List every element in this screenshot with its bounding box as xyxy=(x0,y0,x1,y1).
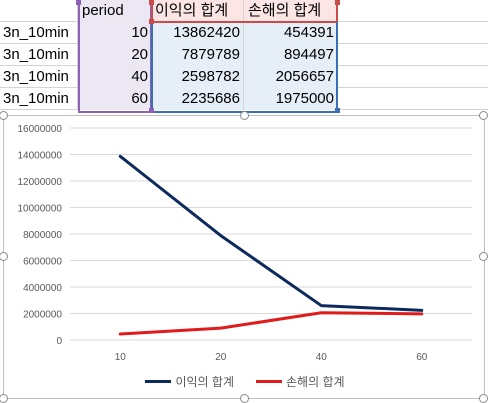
cell-loss[interactable]: 894497 xyxy=(244,44,338,66)
chart-plot-svg: 0 2000000 4000000 6000000 8000000 10000000 120… xyxy=(18,124,472,363)
cell-loss[interactable]: 1975000 xyxy=(244,88,338,110)
chart-legend[interactable]: 이익의 합계 손해의 합계 xyxy=(4,372,486,390)
header-cell-a[interactable] xyxy=(0,0,78,22)
cell-period[interactable]: 60 xyxy=(78,88,151,110)
range-resize-handle[interactable] xyxy=(335,108,340,113)
range-resize-handle[interactable] xyxy=(335,0,340,5)
table-row: 3n_10min 10 13862420 454391 xyxy=(0,22,488,44)
header-cell-period[interactable]: period xyxy=(78,0,151,22)
cell-label[interactable]: 3n_10min xyxy=(0,44,78,66)
y-tick-label: 4000000 xyxy=(23,283,62,294)
chart-resize-handle[interactable] xyxy=(0,111,8,120)
cell-loss[interactable]: 2056657 xyxy=(244,66,338,88)
legend-label-loss: 손해의 합계 xyxy=(286,374,345,389)
y-tick-label: 16000000 xyxy=(18,124,63,135)
spreadsheet-grid: period 이익의 합계 손해의 합계 3n_10min 10 1386242… xyxy=(0,0,488,115)
empty-cell[interactable] xyxy=(338,44,488,66)
x-tick-label: 40 xyxy=(316,352,328,363)
empty-cell[interactable] xyxy=(338,0,488,22)
y-tick-label: 14000000 xyxy=(18,151,63,162)
cell-profit[interactable]: 2235686 xyxy=(151,88,244,110)
cell-label[interactable]: 3n_10min xyxy=(0,66,78,88)
table-row: 3n_10min 60 2235686 1975000 xyxy=(0,88,488,110)
empty-cell[interactable] xyxy=(338,88,488,110)
cell-profit[interactable]: 2598782 xyxy=(151,66,244,88)
chart-resize-handle[interactable] xyxy=(240,111,249,120)
empty-cell[interactable] xyxy=(338,66,488,88)
cell-period[interactable]: 10 xyxy=(78,22,151,44)
range-resize-handle[interactable] xyxy=(149,19,154,24)
x-tick-label: 10 xyxy=(115,352,127,363)
cell-label[interactable]: 3n_10min xyxy=(0,88,78,110)
cell-loss[interactable]: 454391 xyxy=(244,22,338,44)
x-tick-label: 60 xyxy=(416,352,428,363)
y-tick-label: 8000000 xyxy=(23,230,62,241)
range-resize-handle[interactable] xyxy=(76,0,81,5)
header-cell-loss[interactable]: 손해의 합계 xyxy=(244,0,338,22)
range-resize-handle[interactable] xyxy=(149,108,154,113)
cell-period[interactable]: 20 xyxy=(78,44,151,66)
header-cell-profit[interactable]: 이익의 합계 xyxy=(151,0,244,22)
y-tick-label: 0 xyxy=(56,336,62,347)
series-line-loss xyxy=(118,311,424,336)
chart-resize-handle[interactable] xyxy=(479,252,488,261)
cell-label[interactable]: 3n_10min xyxy=(0,22,78,44)
legend-entry-loss[interactable]: 손해의 합계 xyxy=(256,373,345,390)
legend-label-profit: 이익의 합계 xyxy=(175,374,234,389)
y-tick-label: 2000000 xyxy=(23,310,62,321)
range-resize-handle[interactable] xyxy=(149,0,154,5)
cell-profit[interactable]: 13862420 xyxy=(151,22,244,44)
x-tick-label: 20 xyxy=(215,352,227,363)
legend-swatch-profit xyxy=(145,379,172,383)
legend-entry-profit[interactable]: 이익의 합계 xyxy=(145,373,234,390)
cell-profit[interactable]: 7879789 xyxy=(151,44,244,66)
legend-swatch-loss xyxy=(256,379,282,383)
line-chart[interactable]: 0 2000000 4000000 6000000 8000000 10000000 120… xyxy=(3,115,485,399)
table-row: 3n_10min 20 7879789 894497 xyxy=(0,44,488,66)
y-tick-label: 10000000 xyxy=(18,204,63,215)
y-tick-label: 12000000 xyxy=(18,177,63,188)
table-row: 3n_10min 40 2598782 2056657 xyxy=(0,66,488,88)
chart-resize-handle[interactable] xyxy=(0,252,8,261)
empty-cell[interactable] xyxy=(338,22,488,44)
chart-resize-handle[interactable] xyxy=(479,111,488,120)
header-row: period 이익의 합계 손해의 합계 xyxy=(0,0,488,22)
cell-period[interactable]: 40 xyxy=(78,66,151,88)
series-line-profit xyxy=(118,154,424,312)
y-tick-label: 6000000 xyxy=(23,257,62,268)
